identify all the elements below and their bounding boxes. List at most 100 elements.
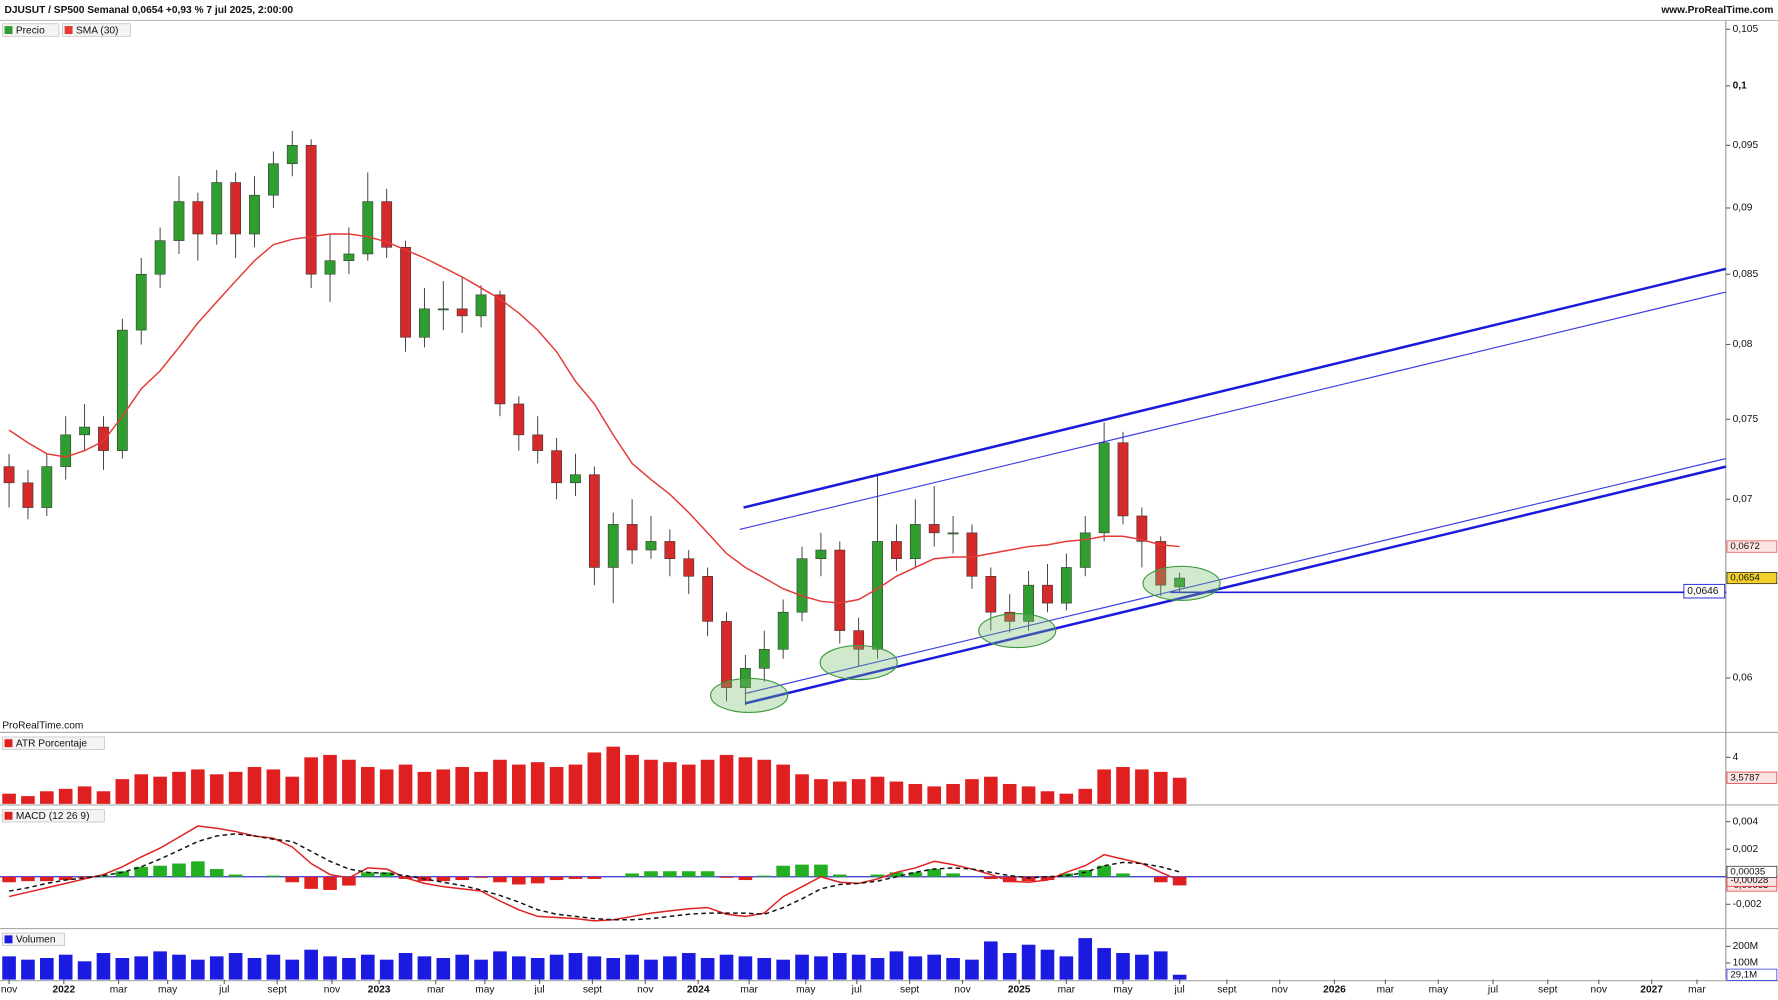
- candle-body: [607, 524, 619, 568]
- highlight: [978, 613, 1057, 649]
- histogram-bar: [58, 876, 73, 881]
- bar: [455, 767, 469, 804]
- bar: [681, 764, 696, 804]
- candle-body: [570, 474, 581, 484]
- histogram-bar: [644, 871, 658, 877]
- histogram-bar: [719, 876, 734, 878]
- candle-body: [98, 426, 109, 451]
- last-value-label: 0,0654: [1730, 573, 1760, 584]
- bar: [266, 954, 281, 980]
- bar: [360, 767, 375, 804]
- bar: [1078, 788, 1093, 804]
- bar: [360, 954, 375, 980]
- bar: [946, 958, 960, 980]
- bar: [228, 771, 243, 804]
- bar: [814, 956, 828, 980]
- x-tick-label: 2024: [687, 984, 710, 995]
- bar: [984, 776, 998, 804]
- bar: [474, 959, 488, 980]
- last-value-label: -0,00028: [1730, 875, 1768, 886]
- bar: [379, 959, 394, 980]
- histogram-bar: [474, 876, 488, 878]
- y-tick-label: 100M: [1733, 958, 1758, 969]
- histogram-bar: [1116, 873, 1130, 877]
- bar: [247, 958, 262, 980]
- bar: [1097, 948, 1111, 980]
- watermark: ProRealTime.com: [2, 720, 83, 731]
- bar: [1040, 791, 1055, 804]
- legend-swatch: [4, 935, 13, 944]
- candle-body: [777, 611, 789, 650]
- bar: [549, 767, 564, 804]
- candle-body: [1136, 515, 1148, 542]
- bar: [398, 953, 413, 980]
- candle-body: [1155, 541, 1167, 586]
- histogram-bar: [927, 869, 941, 877]
- bar: [379, 769, 394, 804]
- bar: [851, 779, 866, 804]
- bar: [493, 951, 507, 980]
- y-tick-label: 200M: [1733, 941, 1758, 952]
- legend-swatch: [4, 739, 13, 748]
- histogram-bar: [455, 876, 469, 881]
- bar: [927, 954, 941, 980]
- highlight: [819, 645, 898, 681]
- bar: [851, 954, 866, 980]
- candle-body: [815, 549, 827, 559]
- bar: [304, 757, 318, 804]
- bar: [115, 958, 130, 980]
- trend-line: [743, 267, 1727, 509]
- bar: [40, 791, 54, 804]
- legend-label: Volumen: [16, 935, 56, 946]
- bar: [493, 759, 507, 804]
- histogram-bar: [908, 872, 923, 877]
- legend-box: [62, 23, 131, 37]
- x-tick-label: sept: [1538, 984, 1557, 995]
- candle-body: [267, 163, 279, 196]
- candle-body: [192, 201, 204, 235]
- candle-body: [437, 308, 449, 311]
- legend-box: [1, 23, 60, 37]
- y-tick-label: 0,09: [1733, 203, 1753, 214]
- histogram-bar: [1040, 876, 1055, 881]
- histogram-bar: [342, 876, 356, 886]
- bar: [512, 956, 526, 980]
- bar: [814, 779, 828, 804]
- bar: [285, 959, 300, 980]
- bar: [1097, 769, 1111, 804]
- histogram-bar: [115, 871, 130, 877]
- candle-body: [513, 403, 525, 436]
- bar: [153, 951, 167, 980]
- bar: [870, 776, 885, 804]
- candle-body: [381, 201, 393, 248]
- histogram-bar: [757, 875, 772, 877]
- candle-body: [249, 194, 260, 235]
- site-link: www.ProRealTime.com: [1660, 5, 1773, 16]
- legend-box: [1, 809, 105, 823]
- bar: [21, 959, 35, 980]
- bar: [1153, 951, 1168, 980]
- bar: [1040, 949, 1055, 980]
- histogram-bar: [587, 876, 602, 879]
- bar: [776, 959, 790, 980]
- last-value-box: [1726, 572, 1778, 585]
- x-tick-label: nov: [637, 984, 654, 995]
- bar: [625, 754, 639, 804]
- bar: [1059, 956, 1074, 980]
- last-value-box: [1726, 968, 1778, 981]
- bar: [776, 764, 790, 804]
- legend-label: ATR Porcentaje: [16, 738, 87, 749]
- histogram-bar: [832, 874, 847, 877]
- x-tick-label: may: [1113, 984, 1133, 995]
- bar: [908, 956, 923, 980]
- candle-body: [1174, 577, 1186, 588]
- bar: [625, 954, 639, 980]
- histogram-bar: [2, 876, 16, 883]
- candle-body: [853, 630, 865, 650]
- bar: [568, 764, 583, 804]
- histogram-bar: [228, 874, 243, 877]
- y-tick-label: 0,08: [1733, 339, 1753, 350]
- bar: [757, 759, 772, 804]
